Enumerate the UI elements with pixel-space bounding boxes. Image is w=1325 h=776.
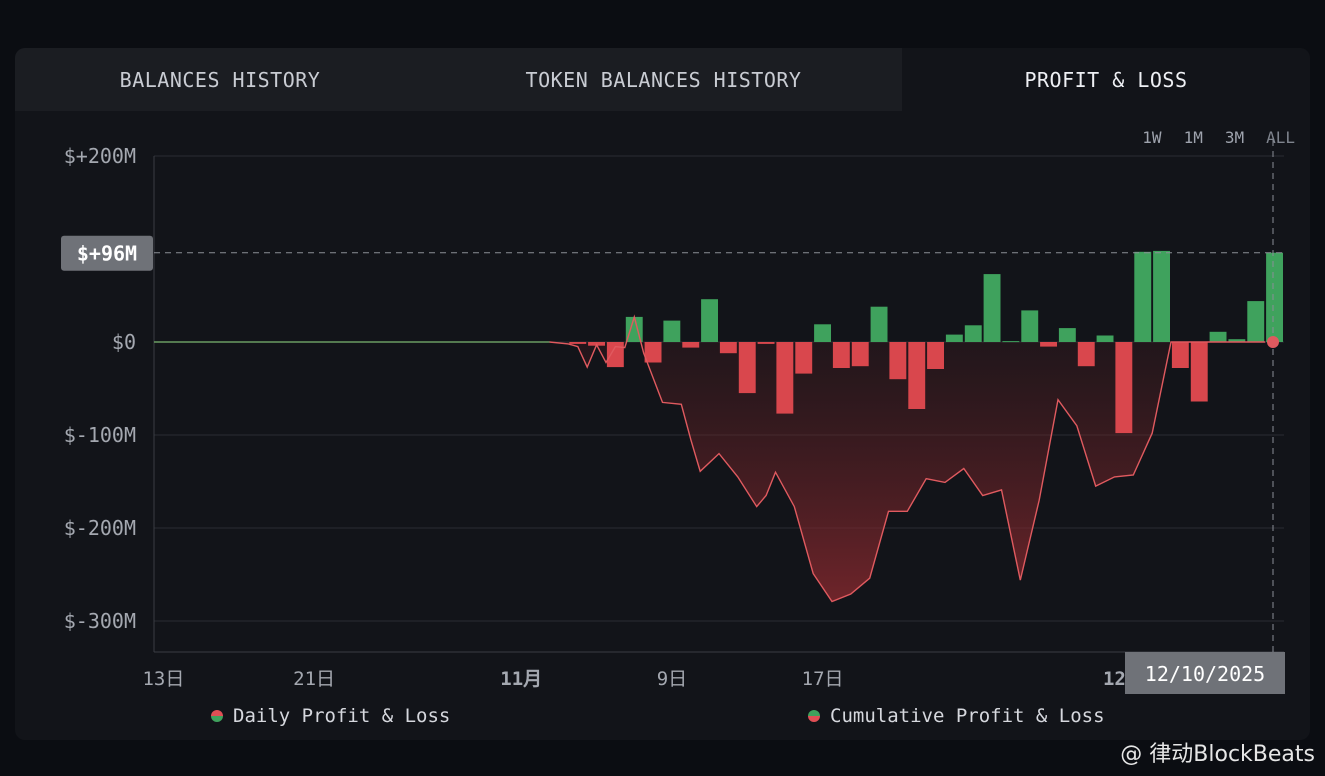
daily-bar-positive: [1058, 328, 1076, 342]
watermark-text: @ 律动BlockBeats: [1120, 742, 1315, 767]
daily-bar-positive: [983, 274, 1001, 342]
tab-profit-loss[interactable]: PROFIT & LOSS: [902, 48, 1310, 111]
daily-bar-negative: [1077, 342, 1095, 367]
y-tick-label: $+200M: [64, 144, 136, 168]
legend-daily[interactable]: Daily Profit & Loss: [211, 705, 450, 727]
daily-bar-negative: [738, 342, 756, 394]
daily-bar-positive: [1209, 331, 1227, 342]
daily-bar-positive: [814, 324, 831, 342]
daily-bar-negative: [1115, 342, 1133, 434]
y-tick-label: $0: [112, 330, 136, 354]
daily-bar-negative: [682, 342, 700, 348]
y-tick-label: $-300M: [64, 609, 136, 633]
timeframe-selector: 1W 1M 3M ALL: [1142, 128, 1295, 147]
daily-bar-positive: [663, 320, 681, 342]
cumulative-line: [154, 314, 1266, 603]
x-tick-label: 21日: [293, 668, 335, 690]
tab-bar: BALANCES HISTORY TOKEN BALANCES HISTORY …: [15, 48, 1310, 111]
crosshair-point: [1267, 336, 1279, 348]
watermark: @ 律动BlockBeats: [1120, 736, 1315, 768]
daily-bar-negative: [795, 342, 813, 374]
daily-bar-negative: [569, 342, 587, 344]
timeframe-all[interactable]: ALL: [1266, 128, 1295, 147]
daily-bar-positive: [1266, 252, 1283, 342]
timeframe-3m[interactable]: 3M: [1224, 128, 1245, 147]
tab-balances-history[interactable]: BALANCES HISTORY: [15, 48, 425, 111]
daily-bar-negative: [606, 342, 624, 368]
daily-bar-positive: [1021, 310, 1039, 342]
crosshair-value-label: $+96M: [77, 242, 137, 266]
legend-daily-label: Daily Profit & Loss: [233, 705, 451, 727]
legend-daily-dot: [211, 710, 223, 722]
crosshair-value-badge: [61, 235, 153, 271]
daily-bar-negative: [719, 342, 737, 354]
daily-bar-negative: [832, 342, 850, 368]
daily-bar-negative: [889, 342, 907, 380]
daily-bar-negative: [908, 342, 926, 409]
y-tick-label: $-100M: [64, 423, 136, 447]
daily-bar-positive: [701, 299, 718, 342]
daily-bar-positive: [1247, 301, 1265, 342]
legend-cumulative-label: Cumulative Profit & Loss: [830, 705, 1105, 727]
timeframe-1m[interactable]: 1M: [1183, 128, 1203, 147]
daily-bar-positive: [1002, 341, 1020, 343]
crosshair-date-badge: [1125, 652, 1285, 694]
daily-bar-negative: [644, 342, 662, 363]
daily-bar-positive: [1096, 335, 1114, 342]
x-tick-label: 9日: [657, 668, 687, 690]
tab-token-balances-history[interactable]: TOKEN BALANCES HISTORY: [425, 48, 902, 111]
daily-bar-positive: [1153, 250, 1170, 342]
daily-bar-negative: [1171, 342, 1189, 368]
daily-bar-negative: [927, 342, 944, 369]
daily-bar-negative: [776, 342, 794, 414]
daily-bar-negative: [757, 342, 775, 344]
legend-cumulative[interactable]: Cumulative Profit & Loss: [808, 705, 1105, 727]
y-tick-label: $-200M: [64, 516, 136, 540]
cumulative-area: [154, 316, 1266, 602]
daily-bar-positive: [1228, 339, 1246, 342]
daily-bar-positive: [945, 334, 963, 342]
timeframe-1w[interactable]: 1W: [1142, 128, 1162, 147]
daily-bar-positive: [964, 325, 982, 342]
x-tick-label: 13日: [142, 668, 184, 690]
daily-bar-negative: [1040, 342, 1057, 347]
daily-bar-negative: [1190, 342, 1208, 402]
legend-cumulative-dot: [808, 710, 820, 722]
crosshair-date-label: 12/10/2025: [1145, 662, 1265, 686]
x-tick-label: 17日: [802, 668, 844, 690]
daily-bar-positive: [1134, 251, 1152, 342]
x-tick-label: 11月: [500, 668, 542, 690]
daily-bar-positive: [870, 306, 888, 342]
daily-bar-negative: [851, 342, 869, 367]
